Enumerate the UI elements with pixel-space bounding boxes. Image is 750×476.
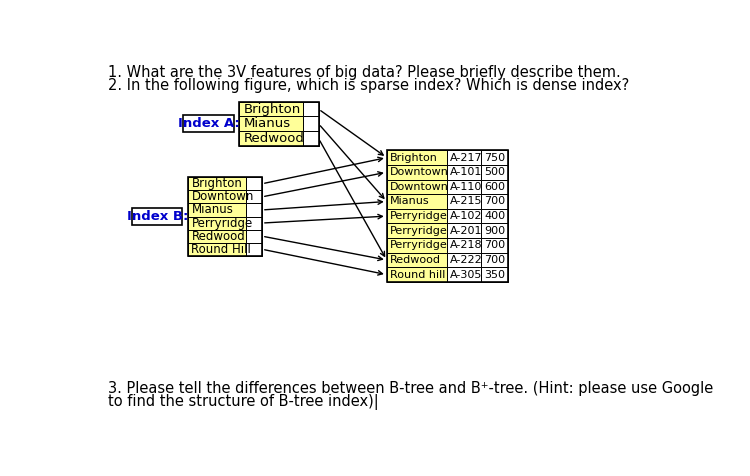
Bar: [387, 179, 447, 194]
Bar: [247, 190, 262, 203]
Text: A-101: A-101: [450, 167, 483, 177]
Text: 1. What are the 3V features of big data? Please briefly describe them.: 1. What are the 3V features of big data?…: [108, 65, 620, 80]
Bar: [247, 203, 262, 217]
Bar: [482, 268, 508, 282]
Bar: [447, 194, 482, 209]
Bar: [482, 179, 508, 194]
Text: 750: 750: [484, 153, 506, 163]
Text: Mianus: Mianus: [191, 203, 233, 217]
Bar: [482, 150, 508, 165]
Text: A-201: A-201: [450, 226, 483, 236]
Text: Index A:: Index A:: [178, 117, 239, 130]
Text: Round Hill: Round Hill: [191, 243, 251, 256]
Bar: [387, 165, 447, 179]
Bar: [447, 238, 482, 253]
Bar: [387, 253, 447, 268]
Text: Perryridge: Perryridge: [390, 211, 448, 221]
Text: to find the structure of B-tree index)|: to find the structure of B-tree index)|: [108, 395, 379, 410]
Bar: [447, 179, 482, 194]
Text: Perryridge: Perryridge: [191, 217, 253, 229]
Text: Downtown: Downtown: [191, 190, 254, 203]
Text: Round hill: Round hill: [390, 269, 445, 279]
Bar: [188, 177, 247, 190]
Bar: [188, 217, 247, 229]
Bar: [447, 150, 482, 165]
Bar: [447, 223, 482, 238]
Bar: [247, 177, 262, 190]
Text: A-102: A-102: [450, 211, 483, 221]
Text: Redwood: Redwood: [390, 255, 441, 265]
Text: 700: 700: [484, 255, 506, 265]
Text: A-222: A-222: [450, 255, 483, 265]
Text: A-217: A-217: [450, 153, 483, 163]
Text: Mianus: Mianus: [243, 117, 290, 130]
Text: Perryridge: Perryridge: [390, 240, 448, 250]
Bar: [188, 229, 247, 243]
Bar: [447, 268, 482, 282]
Bar: [387, 209, 447, 223]
Bar: [387, 150, 447, 165]
Bar: [239, 102, 303, 117]
Text: A-218: A-218: [450, 240, 483, 250]
Bar: [132, 208, 182, 225]
Bar: [387, 268, 447, 282]
Text: Brighton: Brighton: [191, 177, 242, 190]
Bar: [247, 243, 262, 256]
Bar: [247, 217, 262, 229]
Text: Redwood: Redwood: [191, 229, 245, 243]
Text: Mianus: Mianus: [390, 197, 430, 207]
Bar: [482, 165, 508, 179]
Bar: [239, 131, 303, 146]
Bar: [188, 243, 247, 256]
Bar: [183, 115, 234, 132]
Bar: [303, 102, 319, 117]
Text: 500: 500: [484, 167, 506, 177]
Bar: [303, 117, 319, 131]
Bar: [239, 102, 319, 146]
Text: 900: 900: [484, 226, 506, 236]
Bar: [447, 253, 482, 268]
Bar: [188, 203, 247, 217]
Text: Downtown: Downtown: [390, 167, 448, 177]
Bar: [482, 223, 508, 238]
Bar: [387, 150, 508, 282]
Bar: [303, 131, 319, 146]
Bar: [387, 223, 447, 238]
Bar: [188, 190, 247, 203]
Text: Downtown: Downtown: [390, 182, 448, 192]
Bar: [482, 253, 508, 268]
Text: Brighton: Brighton: [243, 103, 301, 116]
Text: 400: 400: [484, 211, 506, 221]
Text: 700: 700: [484, 197, 506, 207]
Text: Index B:: Index B:: [127, 210, 188, 223]
Text: 3. Please tell the differences between B-tree and B⁺-tree. (Hint: please use Goo: 3. Please tell the differences between B…: [108, 381, 713, 397]
Text: A-110: A-110: [450, 182, 483, 192]
Text: A-215: A-215: [450, 197, 483, 207]
Bar: [482, 238, 508, 253]
Bar: [239, 117, 303, 131]
Bar: [387, 194, 447, 209]
Bar: [447, 165, 482, 179]
Text: 700: 700: [484, 240, 506, 250]
Bar: [482, 194, 508, 209]
Text: Redwood: Redwood: [243, 132, 304, 145]
Bar: [387, 238, 447, 253]
Text: 350: 350: [484, 269, 506, 279]
Bar: [447, 209, 482, 223]
Text: A-305: A-305: [450, 269, 483, 279]
Bar: [188, 177, 262, 256]
Text: 600: 600: [484, 182, 506, 192]
Bar: [247, 229, 262, 243]
Bar: [482, 209, 508, 223]
Text: Perryridge: Perryridge: [390, 226, 448, 236]
Text: 2. In the following figure, which is sparse index? Which is dense index?: 2. In the following figure, which is spa…: [108, 78, 629, 93]
Text: Brighton: Brighton: [390, 153, 438, 163]
